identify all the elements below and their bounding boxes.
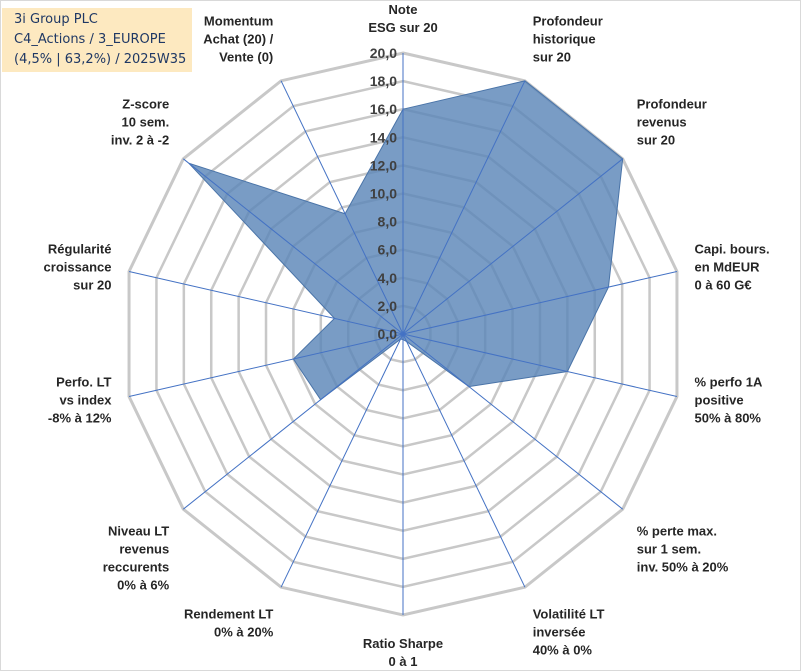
axis-label-line: Z-score bbox=[122, 97, 169, 112]
info-category: C4_Actions / 3_EUROPE bbox=[14, 32, 166, 47]
tick-label: 20,0 bbox=[370, 45, 397, 61]
tick-label: 10,0 bbox=[370, 186, 397, 202]
axis-spoke bbox=[182, 333, 404, 510]
axis-label-line: % perte max. bbox=[637, 523, 717, 538]
axis-label-line: Momentum bbox=[204, 14, 273, 29]
axis-label-line: 0% à 20% bbox=[214, 624, 274, 639]
axis-label-line: % perfo 1A bbox=[695, 375, 764, 390]
axis-label: Profondeur revenus sur 20 bbox=[637, 97, 707, 148]
axis-label: Note ESG sur 20 bbox=[368, 2, 437, 35]
axis-label-line: inversée bbox=[533, 624, 586, 639]
axis-label: % perte max. sur 1 sem. inv. 50% à 20% bbox=[637, 523, 729, 574]
tick-label: 8,0 bbox=[378, 214, 398, 230]
series-area bbox=[188, 80, 624, 401]
axis-label: Profondeur historique sur 20 bbox=[533, 14, 603, 65]
radar-series bbox=[188, 80, 624, 401]
axis-spoke bbox=[280, 333, 404, 588]
axis-label: Ratio Sharpe 0 à 1 bbox=[363, 636, 443, 669]
axis-label-line: Capi. bours. bbox=[695, 241, 770, 256]
axis-spoke bbox=[128, 333, 404, 398]
axis-label: Capi. bours. en MdEUR 0 à 60 G€ bbox=[695, 241, 770, 292]
axis-label-line: -8% à 12% bbox=[48, 411, 112, 426]
axis-label-line: sur 20 bbox=[73, 277, 111, 292]
axis-spoke bbox=[402, 270, 678, 335]
axis-spoke bbox=[402, 158, 624, 335]
axis-label-line: Volatilité LT bbox=[533, 606, 605, 621]
axis-label-line: Profondeur bbox=[637, 97, 707, 112]
tick-label: 0,0 bbox=[378, 326, 398, 342]
axis-spoke bbox=[402, 80, 526, 335]
radar-spokes bbox=[128, 53, 678, 615]
axis-label-line: revenus bbox=[637, 115, 687, 130]
axis-label-line: inv. 50% à 20% bbox=[637, 559, 729, 574]
axis-label-line: Niveau LT bbox=[108, 523, 169, 538]
axis-spoke bbox=[402, 333, 624, 510]
axis-label-line: inv. 2 à -2 bbox=[111, 133, 169, 148]
axis-label-line: Profondeur bbox=[533, 14, 603, 29]
axis-label-line: 0% à 6% bbox=[117, 577, 169, 592]
tick-label: 6,0 bbox=[378, 242, 398, 258]
axis-label-line: Rendement LT bbox=[184, 606, 273, 621]
axis-label: Régularité croissance sur 20 bbox=[44, 241, 112, 292]
axis-spoke bbox=[182, 158, 404, 335]
tick-label: 14,0 bbox=[370, 129, 397, 145]
axis-label-line: historique bbox=[533, 32, 596, 47]
axis-label-line: revenus bbox=[119, 541, 169, 556]
info-period: (4,5% | 63,2%) / 2025W35 bbox=[14, 52, 187, 67]
tick-label: 16,0 bbox=[370, 101, 397, 117]
axis-label-line: positive bbox=[695, 393, 744, 408]
axis-label-line: croissance bbox=[44, 259, 112, 274]
info-company: 3i Group PLC bbox=[14, 12, 98, 27]
axis-label-line: 0 à 1 bbox=[389, 654, 418, 669]
axis-label-line: Vente (0) bbox=[219, 50, 273, 65]
axis-label-line: 40% à 0% bbox=[533, 642, 593, 657]
axis-label-line: ESG sur 20 bbox=[368, 20, 437, 35]
axis-label-line: reccurents bbox=[103, 559, 169, 574]
axis-spoke bbox=[402, 333, 526, 588]
axis-label: Perfo. LT vs index -8% à 12% bbox=[48, 375, 112, 426]
radar-axis-labels: Note ESG sur 20 Profondeur historique sur 20… bbox=[44, 2, 770, 669]
chart-info-box: 3i Group PLC C4_Actions / 3_EUROPE (4,5%… bbox=[2, 8, 192, 72]
axis-spoke bbox=[402, 333, 678, 398]
axis-spoke bbox=[128, 270, 404, 335]
tick-label: 18,0 bbox=[370, 73, 397, 89]
axis-label-line: 10 sem. bbox=[122, 115, 170, 130]
axis-label: Rendement LT 0% à 20% bbox=[184, 606, 274, 639]
axis-label-line: Perfo. LT bbox=[56, 375, 111, 390]
tick-label: 4,0 bbox=[378, 270, 398, 286]
axis-label-line: Ratio Sharpe bbox=[363, 636, 443, 651]
axis-label-line: sur 20 bbox=[637, 133, 675, 148]
axis-label: Niveau LT revenus reccurents 0% à 6% bbox=[103, 523, 170, 592]
tick-label: 12,0 bbox=[370, 157, 397, 173]
axis-label-line: Note bbox=[389, 2, 418, 17]
axis-label-line: en MdEUR bbox=[695, 259, 761, 274]
axis-label: Volatilité LT inversée 40% à 0% bbox=[533, 606, 605, 657]
axis-label: Z-score 10 sem. inv. 2 à -2 bbox=[111, 97, 169, 148]
axis-label-line: sur 20 bbox=[533, 50, 571, 65]
axis-label-line: Régularité bbox=[48, 241, 112, 256]
axis-label-line: 50% à 80% bbox=[695, 411, 762, 426]
axis-label: % perfo 1A positive 50% à 80% bbox=[695, 375, 764, 426]
radar-tick-labels: 0,0 2,0 4,0 6,0 8,0 10,0 12,0 14,0 16,0 18,0 20,0 bbox=[370, 45, 397, 342]
axis-spoke bbox=[280, 80, 404, 335]
axis-label-line: vs index bbox=[59, 393, 112, 408]
tick-label: 2,0 bbox=[378, 298, 398, 314]
axis-label-line: 0 à 60 G€ bbox=[695, 277, 752, 292]
axis-label-line: sur 1 sem. bbox=[637, 541, 701, 556]
axis-label: Momentum Achat (20) / Vente (0) bbox=[203, 14, 273, 65]
axis-label-line: Achat (20) / bbox=[203, 32, 273, 47]
